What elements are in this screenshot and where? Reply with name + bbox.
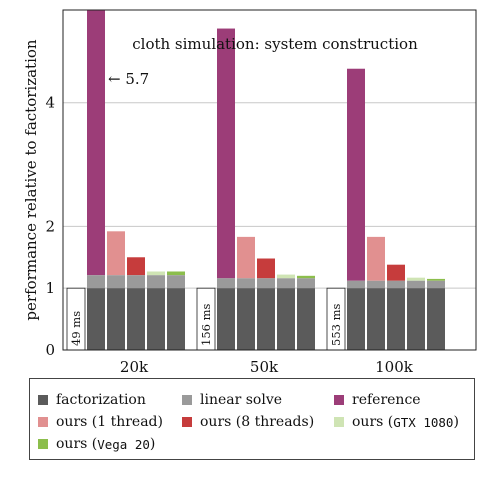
bar-factorization: [277, 288, 295, 350]
y-axis-label: performance relative to factorization: [22, 39, 40, 320]
legend-label: linear solve: [200, 392, 283, 408]
legend-item-ours-gtx-1080: ours (GTX 1080): [334, 412, 459, 432]
x-tick-label: 100k: [375, 358, 414, 376]
bar-ours-gtx-1080-: [147, 271, 165, 276]
chart-title: cloth simulation: system construction: [132, 35, 418, 53]
x-tick-label: 20k: [120, 358, 149, 376]
bar-ours-gtx-1080-: [277, 274, 295, 279]
bar-ours-8-threads-: [257, 258, 275, 279]
bar-ours-vega-20-: [297, 275, 315, 279]
bar-linear-solve: [407, 280, 425, 289]
bar-linear-solve: [237, 278, 255, 289]
legend-label-tail: ): [149, 436, 156, 452]
legend-swatch: [182, 417, 192, 427]
y-tick-label: 4: [45, 94, 55, 112]
legend-label: ours (: [352, 414, 394, 430]
legend-item-factorization: factorization: [38, 390, 146, 410]
factorization-time-label: 49 ms: [69, 311, 83, 346]
legend-swatch: [38, 395, 48, 405]
bar-reference: [87, 10, 105, 276]
x-tick-label: 50k: [250, 358, 279, 376]
bar-linear-solve: [297, 278, 315, 289]
bar-linear-solve: [217, 278, 235, 289]
bar-linear-solve: [127, 275, 145, 289]
bar-factorization: [217, 288, 235, 350]
y-tick-label: 0: [45, 341, 55, 359]
y-tick-label: 2: [45, 217, 55, 235]
bar-ours-vega-20-: [167, 271, 185, 276]
bar-factorization: [107, 288, 125, 350]
bar-reference: [217, 28, 235, 279]
legend-swatch: [38, 417, 48, 427]
bar-ours-1-thread-: [367, 236, 385, 281]
bar-factorization: [237, 288, 255, 350]
bar-linear-solve: [147, 275, 165, 289]
bar-factorization: [297, 288, 315, 350]
legend-label-mono: Vega 20: [97, 436, 150, 452]
legend-label-tail: ): [453, 414, 459, 430]
legend-swatch: [38, 439, 48, 449]
bar-factorization: [427, 288, 445, 350]
legend-swatch: [334, 417, 344, 427]
bar-linear-solve: [107, 275, 125, 289]
plot-frame: [62, 9, 477, 351]
bar-ours-1-thread-: [107, 231, 125, 276]
bar-linear-solve: [347, 280, 365, 289]
bar-factorization: [87, 288, 105, 350]
legend-item-linear-solve: linear solve: [182, 390, 282, 410]
chart-legend: factorization linear solve reference our…: [29, 378, 475, 460]
bar-linear-solve: [87, 275, 105, 289]
legend-label-mono: GTX 1080: [393, 414, 454, 430]
bar-factorization: [147, 288, 165, 350]
bar-factorization: [387, 288, 405, 350]
legend-item-ours-8-threads: ours (8 threads): [182, 412, 314, 432]
bar-linear-solve: [167, 275, 185, 289]
factorization-time-label: 156 ms: [199, 303, 213, 346]
y-tick-label: 1: [45, 279, 55, 297]
bar-factorization: [407, 288, 425, 350]
legend-swatch: [182, 395, 192, 405]
bar-ours-8-threads-: [127, 257, 145, 276]
factorization-time-label: 553 ms: [329, 303, 343, 346]
bar-chart: 0 1 2 4 49 ms 20k 156 ms 50k 553 ms 100k cloth sim…: [22, 9, 477, 376]
bar-factorization: [257, 288, 275, 350]
legend-label: ours (8 threads): [200, 414, 315, 430]
bar-linear-solve: [387, 280, 405, 289]
bar-linear-solve: [427, 280, 445, 289]
legend-label: factorization: [56, 392, 146, 408]
bar-ours-1-thread-: [237, 236, 255, 279]
bar-factorization: [367, 288, 385, 350]
clipped-value-annotation: ← 5.7: [108, 70, 149, 88]
legend-item-ours-vega-20: ours (Vega 20): [38, 434, 155, 454]
bar-factorization: [347, 288, 365, 350]
bar-linear-solve: [277, 278, 295, 289]
bar-ours-gtx-1080-: [407, 277, 425, 281]
legend-label: reference: [352, 392, 421, 408]
legend-label: ours (: [56, 436, 98, 452]
bar-linear-solve: [367, 280, 385, 289]
legend-label: ours (1 thread): [56, 414, 163, 430]
legend-item-ours-1-thread: ours (1 thread): [38, 412, 163, 432]
bar-reference: [347, 68, 365, 281]
bar-linear-solve: [257, 278, 275, 289]
legend-item-reference: reference: [334, 390, 421, 410]
bar-factorization: [127, 288, 145, 350]
bar-ours-8-threads-: [387, 264, 405, 281]
bar-factorization: [167, 288, 185, 350]
bar-ours-vega-20-: [427, 278, 445, 281]
legend-swatch: [334, 395, 344, 405]
